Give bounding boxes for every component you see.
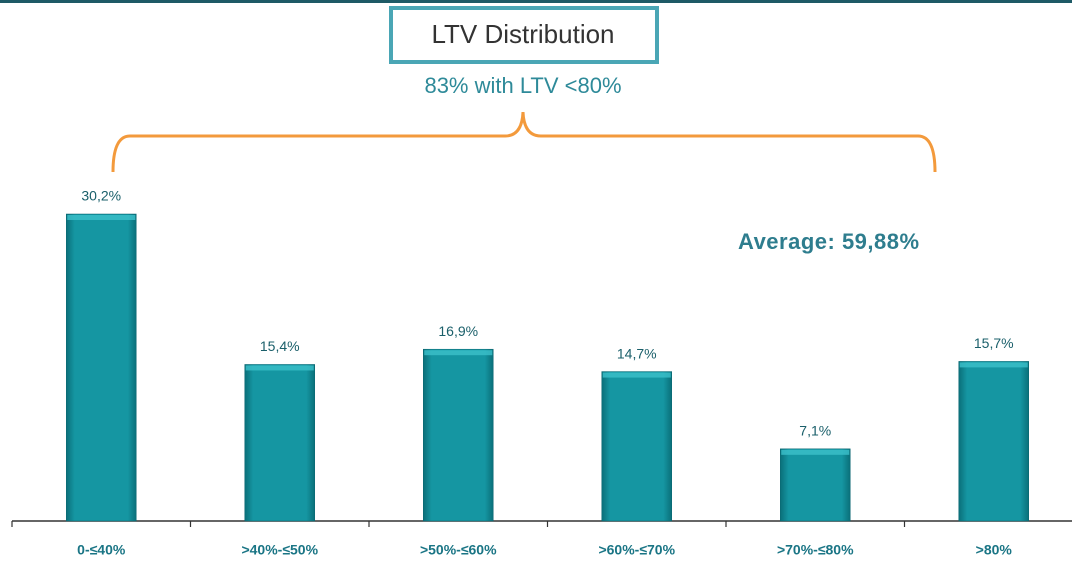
value-label: 15,7% bbox=[974, 335, 1014, 351]
bar-bevel bbox=[424, 350, 493, 356]
x-tick-label: >40%-≤50% bbox=[241, 542, 318, 558]
bar bbox=[66, 213, 137, 522]
value-label: 14,7% bbox=[617, 345, 657, 361]
bar-bevel bbox=[245, 365, 314, 371]
chart-subtitle: 83% with LTV <80% bbox=[424, 73, 621, 98]
title-box bbox=[389, 6, 659, 64]
bar-bevel bbox=[67, 215, 136, 220]
bar-bevel bbox=[781, 449, 850, 455]
value-label: 16,9% bbox=[438, 323, 478, 339]
top-stripe bbox=[0, 0, 1072, 3]
x-tick-label: >50%-≤60% bbox=[420, 542, 497, 558]
x-tick-label: >80% bbox=[976, 542, 1013, 558]
bar bbox=[423, 348, 494, 522]
bar bbox=[780, 448, 851, 522]
bar bbox=[601, 371, 672, 522]
bar bbox=[958, 361, 1029, 522]
bar-bevel bbox=[959, 362, 1028, 368]
chart-title: LTV Distribution bbox=[431, 19, 614, 49]
x-tick-label: >70%-≤80% bbox=[777, 542, 854, 558]
bar-bevel bbox=[602, 372, 671, 378]
value-label: 7,1% bbox=[799, 423, 831, 439]
annotation: Average: 59,88% bbox=[738, 229, 920, 254]
x-tick-label: 0-≤40% bbox=[77, 542, 126, 558]
value-label: 30,2% bbox=[81, 188, 121, 204]
bracket bbox=[111, 111, 937, 173]
bar bbox=[244, 364, 315, 522]
value-label: 15,4% bbox=[260, 338, 300, 354]
x-tick-label: >60%-≤70% bbox=[598, 542, 675, 558]
